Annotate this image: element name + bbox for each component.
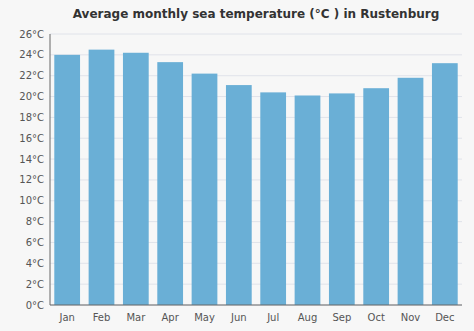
grid-line bbox=[50, 305, 462, 306]
x-tick-label: May bbox=[194, 312, 215, 323]
bar bbox=[226, 85, 252, 305]
x-tick-label: Dec bbox=[435, 312, 454, 323]
bars bbox=[54, 50, 457, 305]
x-tick-label: Feb bbox=[93, 312, 111, 323]
grid-line bbox=[50, 34, 462, 35]
x-tick-label: Nov bbox=[401, 312, 421, 323]
y-tick-label: 20°C bbox=[19, 91, 44, 102]
y-tick-label: 18°C bbox=[19, 112, 44, 123]
x-tick-label: Oct bbox=[368, 312, 385, 323]
bar bbox=[89, 50, 115, 305]
x-tick-label: Aug bbox=[298, 312, 318, 323]
y-tick-label: 4°C bbox=[26, 258, 44, 269]
y-tick-label: 2°C bbox=[26, 279, 44, 290]
y-tick-label: 12°C bbox=[19, 174, 44, 185]
page: {"chart_data": {"type": "bar", "title": … bbox=[0, 0, 474, 331]
x-tick-label: Sep bbox=[332, 312, 351, 323]
bar bbox=[295, 95, 321, 305]
bar bbox=[260, 92, 286, 305]
x-tick-label: Apr bbox=[162, 312, 180, 323]
y-tick-label: 10°C bbox=[19, 195, 44, 206]
x-tick-label: Jun bbox=[230, 312, 247, 323]
chart-container: Average monthly sea temperature (°C ) in… bbox=[0, 0, 474, 331]
bar bbox=[123, 53, 149, 305]
y-tick-label: 14°C bbox=[19, 154, 44, 165]
y-tick-label: 6°C bbox=[26, 237, 44, 248]
y-tick-label: 16°C bbox=[19, 133, 44, 144]
x-tick-label: Jul bbox=[266, 312, 279, 323]
x-tick-label: Mar bbox=[126, 312, 146, 323]
y-tick-label: 22°C bbox=[19, 70, 44, 81]
bar bbox=[432, 63, 458, 305]
x-axis: Jan Feb Mar Apr May Jun Jul Aug Sep Oct Nov Dec bbox=[58, 312, 454, 323]
bar bbox=[157, 62, 183, 305]
bar bbox=[398, 78, 424, 305]
bar bbox=[192, 74, 218, 305]
x-axis-line bbox=[50, 305, 462, 306]
bar bbox=[329, 93, 355, 305]
y-axis-line bbox=[50, 34, 51, 305]
y-tick-label: 26°C bbox=[19, 29, 44, 40]
bar bbox=[363, 88, 389, 305]
title: Average monthly sea temperature (°C ) in… bbox=[73, 7, 440, 21]
bar bbox=[54, 55, 80, 305]
x-tick-label: Jan bbox=[58, 312, 74, 323]
y-tick-label: 24°C bbox=[19, 49, 44, 60]
y-tick-label: 8°C bbox=[26, 216, 44, 227]
y-axis: 0°C 2°C 4°C 6°C 8°C 10°C 12°C 14°C 16°C 18°C 20°C 2… bbox=[19, 29, 462, 311]
chart: Average monthly sea temperature (°C ) in… bbox=[0, 0, 474, 331]
y-tick-label: 0°C bbox=[26, 300, 44, 311]
